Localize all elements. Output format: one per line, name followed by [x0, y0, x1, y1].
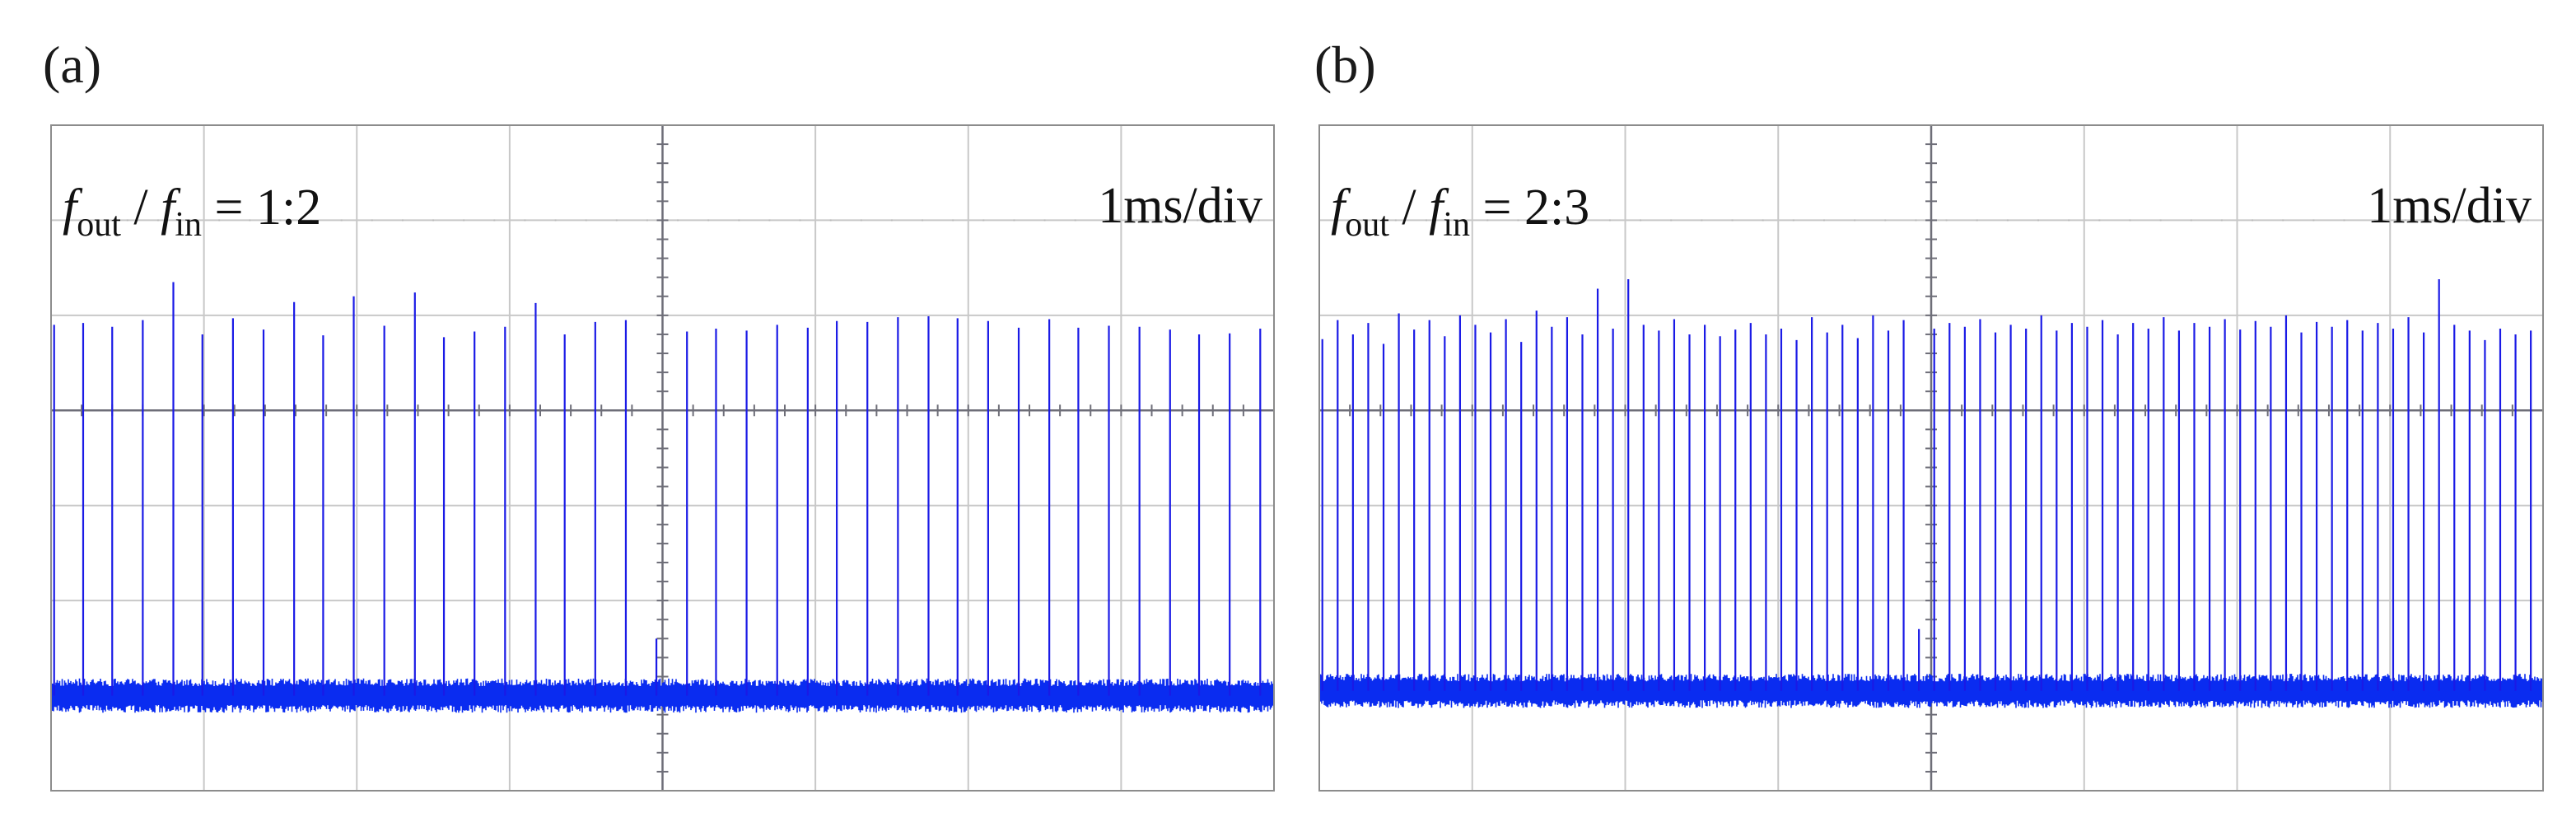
ratio-label-part: out	[77, 206, 121, 244]
ratio-label-part: = 2:3	[1470, 180, 1589, 236]
ratio-label-part: = 1:2	[202, 180, 321, 236]
baseline-noise-core	[51, 686, 1274, 705]
panel-a: fout / fin = 1:2 1ms/div	[51, 125, 1274, 791]
ratio-label-part: out	[1345, 206, 1389, 244]
ratio-label-part: in	[1443, 206, 1470, 244]
ratio-label-part: /	[121, 180, 161, 236]
ratio-label-part: in	[175, 206, 202, 244]
panel-b: fout / fin = 2:3 1ms/div	[1319, 125, 2543, 791]
timebase-label: 1ms/div	[2367, 178, 2532, 234]
timebase-label: 1ms/div	[1098, 178, 1262, 234]
baseline-noise-core	[1319, 681, 2543, 700]
ratio-label-part: /	[1389, 180, 1429, 236]
